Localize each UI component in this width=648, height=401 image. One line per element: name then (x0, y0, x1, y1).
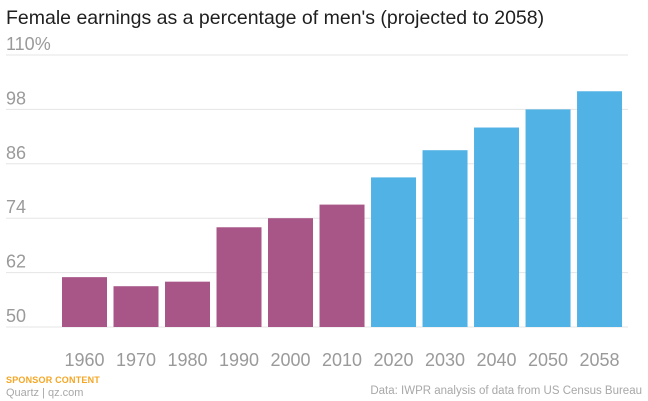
bars (62, 91, 623, 328)
x-tick-label: 2010 (322, 350, 362, 370)
x-tick-label: 1990 (219, 350, 259, 370)
x-tick-label: 1960 (64, 350, 104, 370)
bar-2020 (371, 177, 417, 327)
y-tick-label: 86 (6, 143, 26, 163)
x-tick-label: 2058 (580, 350, 620, 370)
x-tick-label: 2000 (270, 350, 310, 370)
bar-2000 (268, 218, 314, 327)
bar-2030 (422, 150, 468, 327)
gridlines (6, 54, 628, 328)
x-tick-label: 1980 (167, 350, 207, 370)
y-tick-label: 50 (6, 306, 26, 326)
source-note: Data: IWPR analysis of data from US Cens… (370, 385, 642, 397)
bar-1960 (62, 277, 107, 327)
y-axis-ticks: 50 62 74 86 98 110% (6, 34, 51, 326)
y-tick-label: 74 (6, 197, 26, 217)
bar-1980 (165, 281, 211, 327)
x-tick-label: 2020 (374, 350, 414, 370)
x-tick-label: 2040 (477, 350, 517, 370)
chart-title: Female earnings as a percentage of men's… (6, 7, 545, 29)
brand-label: Quartz | qz.com (6, 387, 84, 399)
bar-2058 (577, 91, 623, 328)
sponsor-label: SPONSOR CONTENT (6, 375, 101, 385)
y-tick-label: 98 (6, 88, 26, 108)
bar-2050 (525, 109, 571, 328)
bar-2010 (319, 204, 365, 327)
x-tick-label: 2030 (425, 350, 465, 370)
y-tick-label: 110% (6, 34, 51, 54)
x-tick-label: 1970 (116, 350, 156, 370)
x-tick-label: 2050 (528, 350, 568, 370)
bar-1990 (216, 227, 262, 327)
bar-1970 (113, 286, 159, 327)
bar-2040 (474, 127, 520, 328)
x-axis-ticks: 1960 1970 1980 1990 2000 2010 2020 2030 2040 2050… (64, 350, 619, 370)
y-tick-label: 62 (6, 252, 26, 272)
